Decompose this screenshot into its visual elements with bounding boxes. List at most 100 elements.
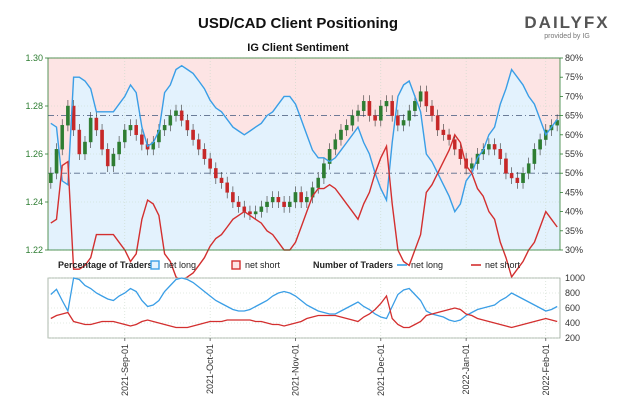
brand-logo: DAILYFX provided by IG xyxy=(524,13,609,40)
candle-body-37 xyxy=(259,206,264,212)
y-right-tick-6: 50% xyxy=(565,168,583,178)
candle-body-25 xyxy=(191,129,195,140)
y-left-tick-1: 1.28 xyxy=(25,101,43,111)
y-right-tick-1: 75% xyxy=(565,72,583,82)
candle-body-11 xyxy=(111,153,116,167)
candle-body-35 xyxy=(248,211,252,215)
x-tick-0: 2021-Sep-01 xyxy=(120,344,130,396)
candle-body-74 xyxy=(470,163,474,169)
legend-num-label: Number of Traders xyxy=(313,260,393,270)
candle-body-2 xyxy=(60,124,65,150)
legend-pct-label: Percentage of Traders xyxy=(58,260,153,270)
candle-body-15 xyxy=(134,124,138,135)
legend-pct-net-short: net short xyxy=(245,260,281,270)
candle-body-60 xyxy=(390,100,394,116)
candle-body-80 xyxy=(504,158,508,174)
candle-body-30 xyxy=(219,177,224,184)
legend-pct-net-long: net long xyxy=(164,260,196,270)
candle-body-45 xyxy=(305,196,309,203)
candle-body-29 xyxy=(214,168,218,179)
candle-body-41 xyxy=(282,201,286,208)
x-tick-4: 2022-Jan-01 xyxy=(461,344,471,395)
candle-body-58 xyxy=(379,105,383,121)
candle-body-32 xyxy=(231,192,235,203)
candle-body-70 xyxy=(447,134,451,140)
y-right-tick-4: 60% xyxy=(565,130,583,140)
candle-body-50 xyxy=(333,139,338,150)
candle-body-0 xyxy=(49,172,53,183)
candle-body-27 xyxy=(202,148,207,159)
candle-body-77 xyxy=(487,144,491,150)
count-y-tick-0: 1000 xyxy=(565,273,585,283)
legend: Percentage of Traders net long net short… xyxy=(58,260,521,270)
brand-sub: provided by IG xyxy=(544,33,590,40)
count-y-tick-1: 800 xyxy=(565,288,580,298)
candle-body-79 xyxy=(498,148,503,159)
candle-body-24 xyxy=(185,120,190,131)
candle-body-49 xyxy=(327,148,332,164)
x-tick-5: 2022-Feb-01 xyxy=(541,344,551,396)
candle-body-59 xyxy=(384,100,389,107)
x-axis: 2021-Sep-01 2021-Oct-01 2021-Nov-01 2021-De… xyxy=(120,338,551,396)
candle-body-13 xyxy=(122,129,127,143)
legend-net-short-box xyxy=(231,260,241,270)
y-right-tick-5: 55% xyxy=(565,149,583,159)
candle-body-57 xyxy=(373,115,377,121)
candle-body-33 xyxy=(236,201,241,208)
y-right-tick-10: 30% xyxy=(565,245,583,255)
y-right-tick-8: 40% xyxy=(565,207,583,217)
candle-body-8 xyxy=(94,117,99,131)
count-y-tick-3: 400 xyxy=(565,318,580,328)
candle-body-63 xyxy=(407,110,412,121)
sentiment-plot: 1.30 1.28 1.26 1.24 1.22 80% 75% 70% 65% 60% 55% 50… xyxy=(25,53,583,282)
candle-body-14 xyxy=(128,124,133,131)
x-tick-2: 2021-Nov-01 xyxy=(290,344,300,396)
candle-body-40 xyxy=(276,196,281,203)
candle-body-85 xyxy=(532,148,537,164)
candle-body-22 xyxy=(174,110,178,116)
candle-body-9 xyxy=(100,129,104,150)
candle-body-38 xyxy=(265,201,269,208)
candle-body-65 xyxy=(418,91,423,102)
candle-body-7 xyxy=(88,117,93,143)
candle-body-72 xyxy=(458,148,463,159)
candle-body-16 xyxy=(140,134,144,145)
chart-title: USD/CAD Client Positioning xyxy=(198,15,398,32)
legend-num-net-short: net short xyxy=(485,260,521,270)
net-long-pct-line xyxy=(50,64,558,214)
legend-net-long-box xyxy=(150,260,160,270)
candle-body-83 xyxy=(521,172,525,183)
y-right-tick-9: 35% xyxy=(565,226,583,236)
candle-body-6 xyxy=(83,141,87,155)
net-long-count-line xyxy=(50,277,558,323)
candle-body-67 xyxy=(430,105,434,116)
count-y-tick-4: 200 xyxy=(565,333,580,343)
candle-body-66 xyxy=(424,91,429,107)
candle-body-21 xyxy=(168,115,173,126)
candle-body-36 xyxy=(253,211,258,215)
candle-body-62 xyxy=(401,120,406,126)
sentiment-subtitle: IG Client Sentiment xyxy=(247,42,349,54)
candle-body-3 xyxy=(66,105,70,126)
candle-body-53 xyxy=(350,115,355,126)
candle-body-54 xyxy=(356,110,360,116)
candle-body-82 xyxy=(515,177,520,184)
candle-body-84 xyxy=(526,163,531,174)
candle-body-78 xyxy=(492,144,497,150)
candle-body-26 xyxy=(196,139,201,150)
candle-body-48 xyxy=(322,163,326,179)
candle-body-52 xyxy=(344,124,349,131)
candle-body-64 xyxy=(413,100,417,111)
candle-body-12 xyxy=(117,141,121,155)
x-tick-3: 2021-Dec-01 xyxy=(376,344,386,396)
candle-body-31 xyxy=(225,182,230,193)
candle-body-20 xyxy=(162,124,167,131)
candle-body-61 xyxy=(396,115,400,126)
trader-count-plot: 1000 800 600 400 200 xyxy=(47,273,585,343)
brand-name: DAILYFX xyxy=(524,13,609,32)
candle-body-86 xyxy=(538,139,542,150)
y-right-tick-7: 45% xyxy=(565,187,583,197)
candle-body-51 xyxy=(339,129,343,140)
